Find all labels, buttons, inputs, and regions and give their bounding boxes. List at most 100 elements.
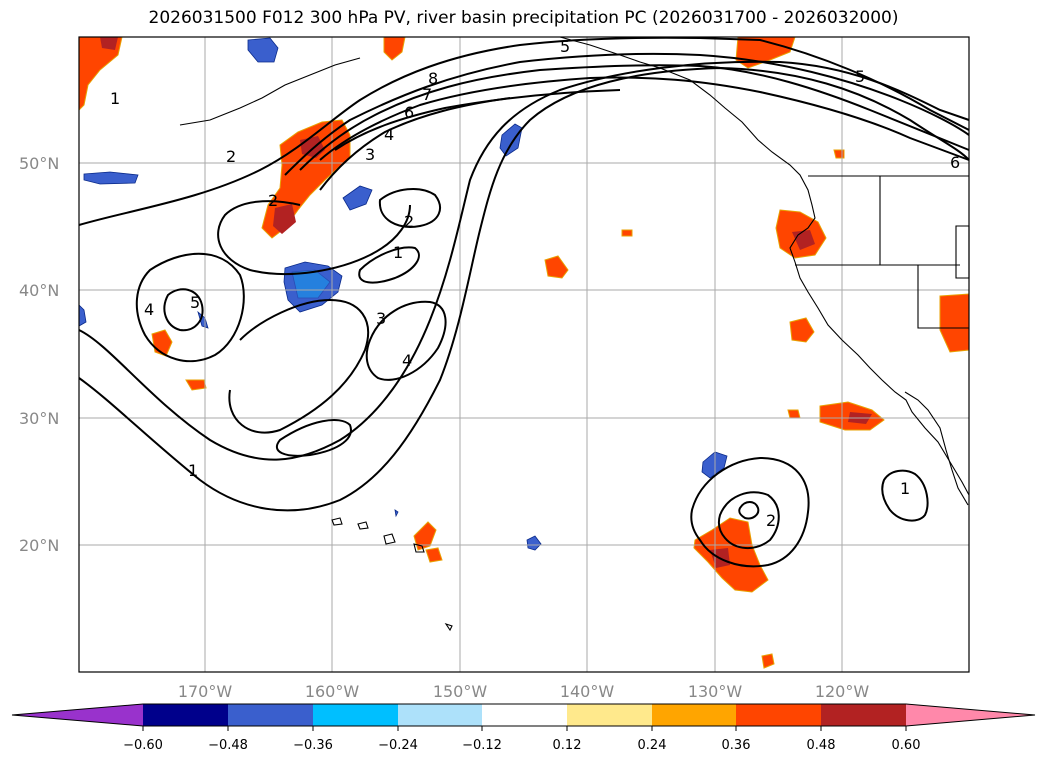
pos-area-core	[100, 37, 118, 50]
contour-label: 2	[226, 147, 236, 166]
contour-line	[319, 97, 511, 191]
colorbar-tick-marks	[142, 726, 907, 731]
pos-area	[693, 517, 769, 593]
pos-area	[761, 653, 775, 669]
lat-label: 30°N	[19, 409, 59, 428]
colorbar: −0.60 −0.48 −0.36 −0.24 −0.12 0.12 0.24 …	[11, 703, 1036, 753]
lat-label: 40°N	[19, 281, 59, 300]
contour-line	[135, 252, 245, 363]
colorbar-extend-max	[906, 704, 1035, 726]
lon-label: 140°W	[560, 682, 615, 701]
contour-label: 1	[393, 243, 403, 262]
pos-area	[787, 409, 801, 419]
hawaii	[331, 517, 343, 526]
pos-area-core	[273, 204, 296, 234]
pv-contours	[78, 36, 970, 568]
lon-label: 170°W	[178, 682, 233, 701]
latitude-labels: 50°N 40°N 30°N 20°N	[19, 154, 59, 555]
colorbar-segment	[652, 704, 736, 726]
contour-label: 6	[950, 153, 960, 172]
neg-area	[499, 123, 523, 157]
contour-line	[717, 491, 780, 549]
map-frame	[78, 36, 970, 673]
pos-area	[413, 521, 437, 551]
contour-label: 1	[188, 461, 198, 480]
contour-label: 4	[144, 300, 154, 319]
contour-label: 4	[402, 351, 412, 370]
map-title: 2026031500 F012 300 hPa PV, river basin …	[148, 8, 899, 28]
contour-labels: 1 1 1 1 2 2 2 2 3 3 4 4 4 5 5 5 6 6 7 8	[110, 37, 960, 530]
lon-label: 160°W	[305, 682, 360, 701]
contour-line	[319, 76, 970, 161]
contour-line	[217, 200, 411, 275]
contour-line	[275, 419, 352, 457]
pos-area	[544, 255, 569, 279]
state-border	[917, 265, 969, 329]
colorbar-tick: −0.60	[123, 738, 163, 753]
hawaii	[357, 521, 369, 530]
contour-line	[163, 288, 204, 332]
colorbar-segment	[313, 704, 398, 726]
baja-coast	[904, 391, 969, 506]
aleutians	[179, 57, 361, 126]
contour-line	[738, 501, 760, 520]
pos-area	[789, 317, 815, 343]
contour-label: 5	[190, 293, 200, 312]
pos-area	[621, 229, 633, 237]
graticule	[79, 37, 969, 672]
contour-line	[378, 188, 441, 228]
contour-label: 1	[900, 479, 910, 498]
hawaii	[383, 533, 396, 545]
contour-label: 2	[404, 212, 414, 231]
coastlines	[179, 36, 970, 632]
contour-line	[78, 36, 970, 226]
colorbar-tick: 0.48	[807, 738, 836, 753]
lon-label: 150°W	[433, 682, 488, 701]
colorbar-tick: −0.24	[378, 738, 418, 753]
contour-line	[299, 64, 970, 171]
colorbar-tick: −0.12	[462, 738, 502, 753]
colorbar-segment	[482, 704, 567, 726]
neg-area	[342, 185, 373, 211]
colorbar-tick: −0.36	[293, 738, 333, 753]
contour-label: 5	[560, 37, 570, 56]
pos-area	[78, 36, 123, 112]
contour-line	[881, 469, 929, 522]
neg-area	[247, 37, 279, 63]
lat-label: 50°N	[19, 154, 59, 173]
contour-label: 2	[268, 191, 278, 210]
neg-area	[394, 509, 399, 518]
contour-line	[365, 300, 447, 381]
colorbar-segment	[398, 704, 482, 726]
contour-label: 5	[855, 67, 865, 86]
hawaii	[444, 622, 453, 632]
contour-line	[78, 60, 970, 461]
contour-label: 8	[428, 69, 438, 88]
contour-label: 1	[110, 89, 120, 108]
lon-label: 120°W	[815, 682, 870, 701]
alaska-coast	[559, 36, 970, 496]
contour-label: 2	[766, 511, 776, 530]
colorbar-tick: 0.36	[722, 738, 751, 753]
colorbar-tick: 0.12	[553, 738, 582, 753]
neg-area	[83, 171, 139, 185]
contour-line	[334, 89, 621, 151]
pos-area	[939, 293, 970, 353]
contour-line	[358, 246, 420, 284]
neg-area	[526, 535, 542, 551]
colorbar-tick: 0.24	[638, 738, 667, 753]
contour-label: 4	[384, 125, 394, 144]
map-background	[79, 37, 969, 672]
contour-label: 7	[422, 85, 432, 104]
colorbar-segment	[143, 704, 228, 726]
longitude-labels: 170°W 160°W 150°W 140°W 130°W 120°W	[178, 682, 870, 701]
contour-line	[284, 52, 970, 176]
lat-label: 20°N	[19, 536, 59, 555]
lon-label: 130°W	[688, 682, 743, 701]
contour-label: 3	[365, 145, 375, 164]
colorbar-tick: −0.48	[208, 738, 248, 753]
colorbar-tick: 0.60	[892, 738, 921, 753]
hawaii	[413, 543, 425, 553]
pos-area	[425, 547, 443, 563]
